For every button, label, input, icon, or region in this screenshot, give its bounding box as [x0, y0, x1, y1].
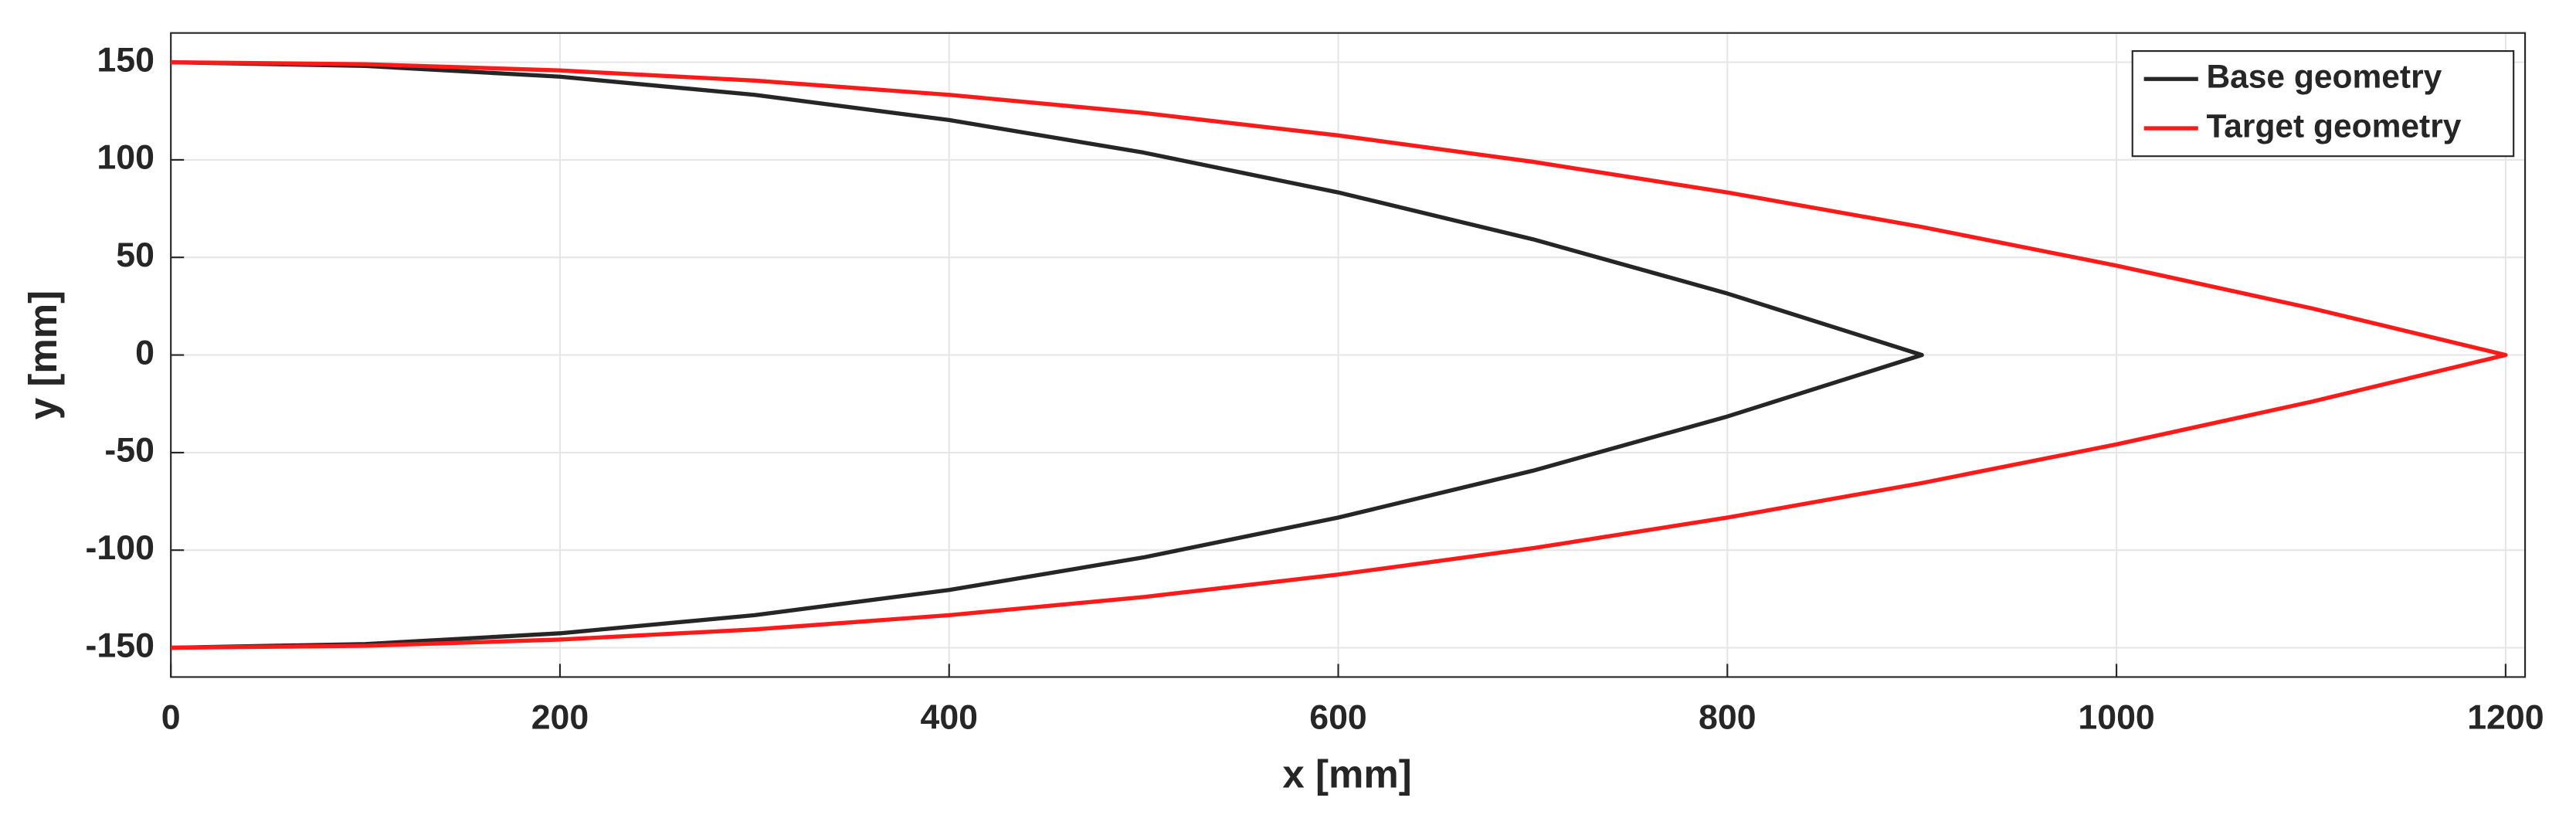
y-tick-label: 50: [116, 236, 154, 274]
series-line: [171, 59, 1924, 650]
legend-box: [2131, 50, 2515, 158]
x-tick-label: 600: [1309, 699, 1367, 737]
x-tick-label: 200: [531, 699, 589, 737]
y-tick-label: -150: [86, 626, 154, 664]
series-line: [171, 59, 2508, 650]
legend-label: Base geometry: [2206, 58, 2442, 95]
y-tick-label: -100: [86, 529, 154, 567]
x-tick-label: 800: [1699, 699, 1756, 737]
y-axis-label: y [mm]: [21, 290, 65, 419]
y-tick-label: 150: [97, 41, 154, 79]
x-tick-label: 0: [161, 699, 181, 737]
x-tick-label: 400: [921, 699, 979, 737]
y-tick-label: 100: [97, 139, 154, 177]
y-tick-label: -50: [104, 432, 154, 470]
y-tick-label: 0: [135, 334, 154, 372]
x-tick-label: 1000: [2078, 699, 2154, 737]
x-axis-label: x [mm]: [1282, 752, 1411, 796]
x-tick-label: 1200: [2467, 699, 2544, 737]
legend-label: Target geometry: [2206, 107, 2461, 144]
plot-frame: [170, 32, 2527, 678]
